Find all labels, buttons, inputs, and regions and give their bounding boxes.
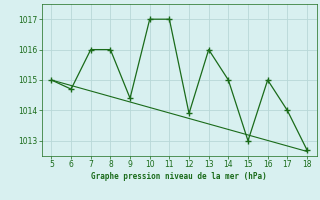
X-axis label: Graphe pression niveau de la mer (hPa): Graphe pression niveau de la mer (hPa) xyxy=(91,172,267,181)
